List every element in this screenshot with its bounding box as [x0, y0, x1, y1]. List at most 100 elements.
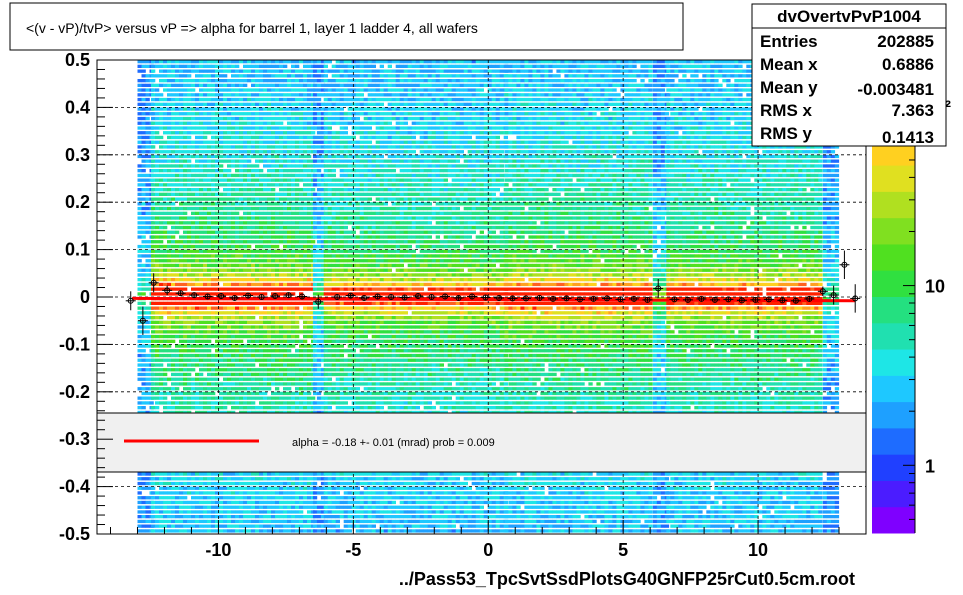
heatmap-cell — [179, 311, 183, 314]
heatmap-cell — [183, 88, 187, 91]
heatmap-cell — [171, 330, 175, 333]
heatmap-cell — [299, 316, 303, 319]
heatmap-cell — [255, 378, 259, 381]
heatmap-cell — [142, 264, 146, 267]
heatmap-cell — [155, 529, 159, 532]
heatmap-cell — [255, 278, 259, 281]
heatmap-cell — [171, 302, 175, 305]
heatmap-cell — [199, 354, 203, 357]
heatmap-cell — [271, 264, 275, 267]
heatmap-cell — [142, 501, 146, 504]
heatmap-cell — [247, 321, 251, 324]
heatmap-cell — [167, 349, 171, 352]
heatmap-cell — [275, 349, 279, 352]
heatmap-cell — [207, 107, 211, 110]
heatmap-cell — [191, 188, 195, 191]
heatmap-cell — [235, 311, 239, 314]
heatmap-cell — [251, 302, 255, 305]
heatmap-cell — [307, 520, 311, 523]
heatmap-cell — [151, 160, 155, 163]
heatmap-cell — [263, 174, 267, 177]
heatmap-cell — [231, 283, 235, 286]
heatmap-cell — [155, 501, 159, 504]
heatmap-cell — [207, 288, 211, 291]
heatmap-cell — [328, 188, 332, 191]
heatmap-cell — [279, 406, 283, 409]
heatmap-cell — [199, 506, 203, 509]
heatmap-cell — [138, 363, 142, 366]
heatmap-cell — [223, 278, 227, 281]
heatmap-cell — [183, 491, 187, 494]
heatmap-cell — [235, 330, 239, 333]
heatmap-cell — [223, 349, 227, 352]
heatmap-cell — [291, 193, 295, 196]
heatmap-cell — [171, 487, 175, 490]
heatmap-cell — [231, 259, 235, 262]
heatmap-cell — [155, 254, 159, 257]
heatmap-cell — [155, 231, 159, 234]
heatmap-cell — [142, 283, 146, 286]
heatmap-cell — [259, 240, 263, 243]
heatmap-cell — [271, 231, 275, 234]
heatmap-cell — [151, 529, 155, 532]
heatmap-cell — [239, 292, 243, 295]
heatmap-cell — [307, 145, 311, 148]
heatmap-cell — [151, 155, 155, 158]
heatmap-cell — [203, 254, 207, 257]
heatmap-cell — [223, 245, 227, 248]
heatmap-cell — [142, 145, 146, 148]
heatmap-cell — [283, 359, 287, 362]
heatmap-cell — [317, 515, 321, 518]
heatmap-cell — [307, 354, 311, 357]
heatmap-cell — [307, 164, 311, 167]
heatmap-cell — [231, 302, 235, 305]
heatmap-cell — [271, 340, 275, 343]
heatmap-cell — [275, 221, 279, 224]
heatmap-cell — [328, 212, 332, 215]
heatmap-cell — [283, 363, 287, 366]
heatmap-cell — [317, 107, 321, 110]
heatmap-cell — [247, 520, 251, 523]
heatmap-cell — [251, 472, 255, 475]
heatmap-cell — [255, 84, 259, 87]
heatmap-cell — [223, 378, 227, 381]
heatmap-cell — [251, 359, 255, 362]
heatmap-cell — [295, 188, 299, 191]
heatmap-cell — [151, 373, 155, 376]
heatmap-cell — [195, 344, 199, 347]
heatmap-cell — [151, 482, 155, 485]
heatmap-cell — [291, 406, 295, 409]
heatmap-cell — [336, 477, 340, 480]
heatmap-cell — [227, 525, 231, 528]
heatmap-cell — [227, 79, 231, 82]
heatmap-cell — [299, 174, 303, 177]
heatmap-cell — [191, 491, 195, 494]
heatmap-cell — [275, 88, 279, 91]
heatmap-cell — [138, 202, 142, 205]
heatmap-cell — [275, 387, 279, 390]
heatmap-cell — [159, 501, 163, 504]
heatmap-cell — [151, 169, 155, 172]
heatmap-cell — [231, 529, 235, 532]
heatmap-cell — [263, 482, 267, 485]
heatmap-cell — [203, 112, 207, 115]
heatmap-cell — [307, 401, 311, 404]
heatmap-cell — [283, 491, 287, 494]
heatmap-cell — [159, 74, 163, 77]
heatmap-cell — [175, 330, 179, 333]
heatmap-cell — [175, 112, 179, 115]
heatmap-cell — [142, 344, 146, 347]
heatmap-cell — [175, 401, 179, 404]
heatmap-cell — [199, 292, 203, 295]
heatmap-cell — [251, 401, 255, 404]
heatmap-cell — [267, 397, 271, 400]
heatmap-cell — [267, 145, 271, 148]
heatmap-cell — [179, 245, 183, 248]
heatmap-cell — [328, 378, 332, 381]
heatmap-cell — [203, 188, 207, 191]
heatmap-cell — [199, 221, 203, 224]
heatmap-cell — [299, 169, 303, 172]
heatmap-cell — [207, 88, 211, 91]
heatmap-cell — [235, 520, 239, 523]
heatmap-cell — [283, 226, 287, 229]
